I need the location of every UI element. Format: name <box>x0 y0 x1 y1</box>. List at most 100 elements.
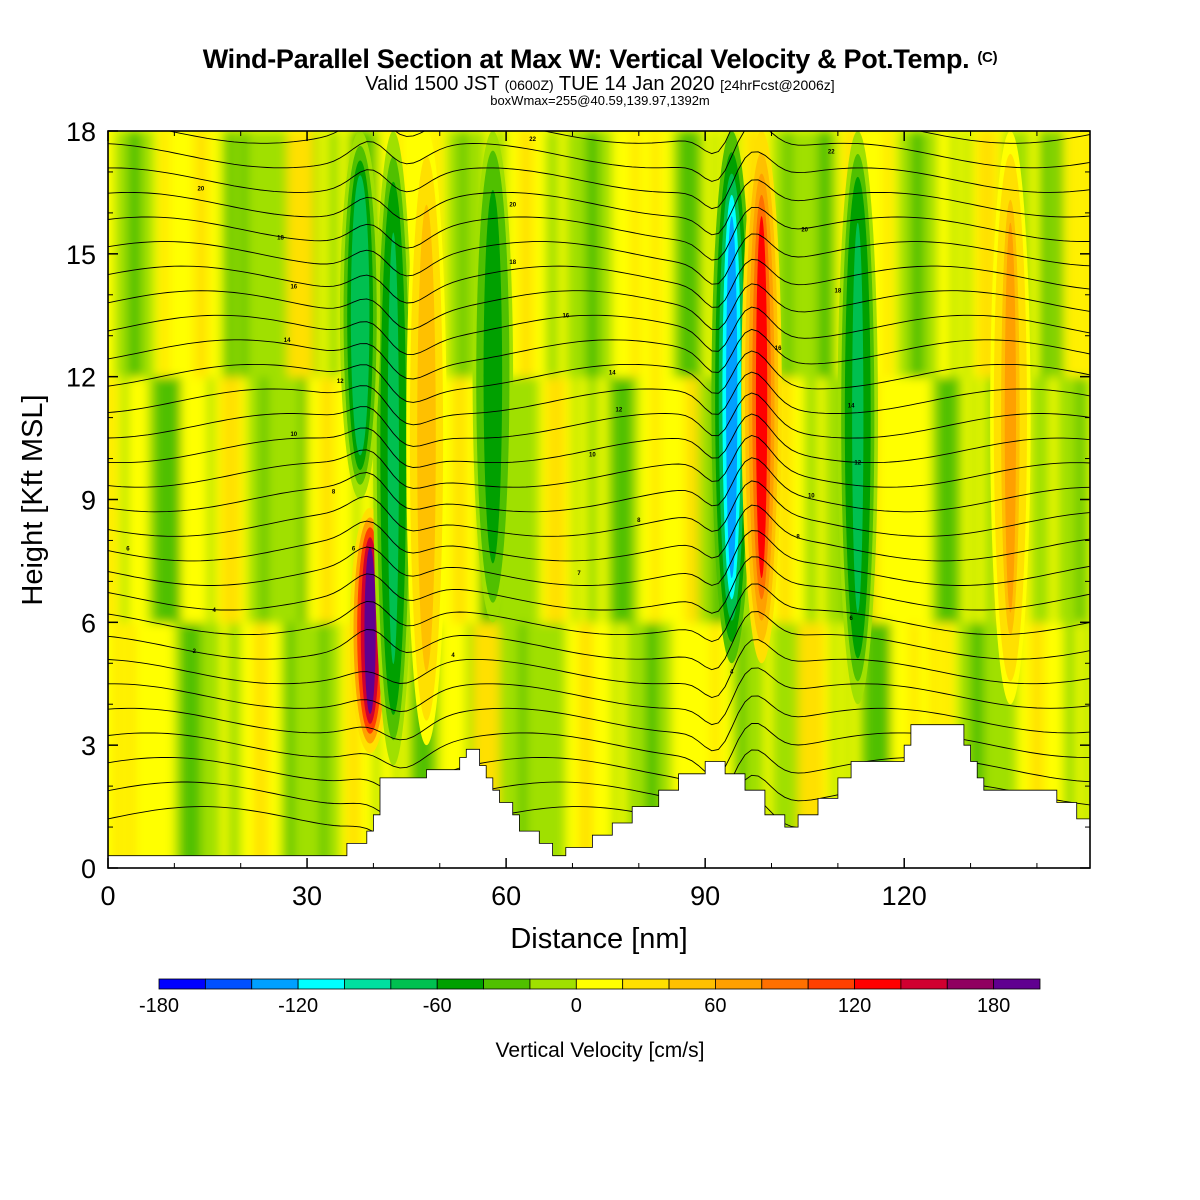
velocity-cell <box>333 376 341 623</box>
x-axis: 0 30 60 90 120 <box>100 131 1038 911</box>
velocity-cell <box>930 131 938 378</box>
velocity-cell <box>764 622 773 868</box>
contour-label: 20 <box>198 186 205 192</box>
velocity-cell <box>114 376 122 623</box>
theta-contour <box>108 371 1090 426</box>
velocity-cell <box>234 376 242 623</box>
x-tick-label: 120 <box>882 881 927 911</box>
velocity-cell <box>472 622 481 868</box>
colorbar-swatch <box>761 978 809 990</box>
velocity-cell <box>579 131 587 378</box>
velocity-cell <box>585 131 593 378</box>
velocity-cell <box>977 376 985 623</box>
contour-label: 16 <box>775 346 782 352</box>
velocity-cell <box>512 622 520 868</box>
velocity-cell <box>1010 622 1018 868</box>
y-tick-label: 0 <box>81 854 96 884</box>
velocity-cell <box>466 376 474 623</box>
velocity-core <box>1004 222 1017 613</box>
velocity-cell <box>287 131 295 378</box>
velocity-cell <box>579 376 587 623</box>
velocity-cell <box>187 622 195 868</box>
velocity-cell <box>1056 376 1065 623</box>
velocity-cell <box>313 376 321 623</box>
velocity-cell <box>904 131 912 378</box>
contour-label: 20 <box>801 227 808 233</box>
velocity-cell <box>645 131 653 378</box>
chart-box-info: boxWmax=255@40.59,139.97,1392m <box>490 93 710 108</box>
velocity-cell <box>353 376 361 623</box>
velocity-cell <box>817 376 826 623</box>
velocity-cell <box>307 131 315 378</box>
velocity-cell <box>658 622 666 868</box>
colorbar-swatch <box>436 978 484 990</box>
contour-label: 14 <box>284 338 291 344</box>
velocity-core <box>487 209 499 544</box>
velocity-cell <box>897 622 905 868</box>
velocity-cell <box>1050 131 1058 378</box>
y-tick-label: 9 <box>81 486 96 516</box>
theta-contours <box>108 131 1090 849</box>
velocity-cell <box>1030 376 1038 623</box>
velocity-cell <box>1023 622 1031 868</box>
contour-label: 4 <box>730 669 734 675</box>
colorbar-swatch <box>390 978 438 990</box>
velocity-cell <box>114 131 122 378</box>
velocity-cell <box>532 131 540 378</box>
contour-label: 7 <box>577 571 581 577</box>
velocity-cell <box>526 131 534 378</box>
contour-label: 8 <box>332 489 336 495</box>
contour-label: 14 <box>848 403 855 409</box>
velocity-cell <box>831 622 839 868</box>
y-tick-label: 3 <box>81 731 96 761</box>
velocity-cell <box>167 376 175 623</box>
colorbar-swatch <box>204 978 253 990</box>
velocity-cell <box>240 376 248 623</box>
velocity-cell <box>638 376 647 623</box>
theta-contour <box>108 258 1090 308</box>
velocity-cell <box>459 622 467 868</box>
theta-contour <box>108 151 1090 210</box>
velocity-cell <box>260 131 268 378</box>
velocity-cell <box>154 376 162 623</box>
chart-title: Wind-Parallel Section at Max W: Vertical… <box>202 44 998 74</box>
velocity-cell <box>526 376 534 623</box>
colorbar-swatch <box>715 978 763 990</box>
velocity-cell <box>539 622 547 868</box>
velocity-cell <box>652 376 660 623</box>
velocity-cell <box>267 376 275 623</box>
velocity-cell <box>214 376 222 623</box>
velocity-cell <box>957 376 965 623</box>
theta-contour <box>108 435 1090 489</box>
velocity-cell <box>1063 131 1071 378</box>
theta-contour <box>108 556 1090 614</box>
velocity-cell <box>459 131 467 378</box>
velocity-cell <box>353 622 361 868</box>
velocity-cell <box>671 376 680 623</box>
velocity-cell <box>559 622 567 868</box>
velocity-cell <box>446 131 454 378</box>
velocity-cell <box>944 131 952 378</box>
velocity-cell <box>114 622 122 868</box>
velocity-cell <box>877 131 885 378</box>
velocity-cell <box>346 622 355 868</box>
velocity-cell <box>917 376 925 623</box>
contour-label: 12 <box>337 379 344 385</box>
velocity-cell <box>665 131 673 378</box>
velocity-cell <box>134 376 142 623</box>
velocity-cell <box>147 376 156 623</box>
velocity-cell <box>466 622 474 868</box>
velocity-cell <box>804 131 812 378</box>
velocity-cell <box>884 131 892 378</box>
velocity-cell <box>267 131 275 378</box>
velocity-cell <box>983 131 992 378</box>
velocity-cell <box>187 131 195 378</box>
velocity-cell <box>771 622 779 868</box>
velocity-cell <box>234 622 242 868</box>
x-axis-label: Distance [nm] <box>510 923 687 955</box>
velocity-cell <box>532 622 540 868</box>
velocity-cell <box>665 376 673 623</box>
velocity-cell <box>459 376 467 623</box>
velocity-cell <box>380 622 388 868</box>
contour-label: 18 <box>509 260 516 266</box>
